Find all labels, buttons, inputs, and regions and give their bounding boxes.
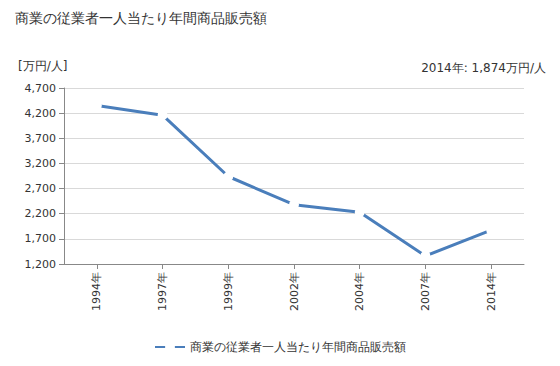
svg-text:3,700: 3,700 — [25, 132, 57, 145]
svg-text:商業の従業者一人当たり年間商品販売額: 商業の従業者一人当たり年間商品販売額 — [190, 340, 406, 354]
svg-text:2002年: 2002年 — [288, 272, 301, 311]
svg-text:3,200: 3,200 — [25, 157, 57, 170]
svg-text:[万円/人]: [万円/人] — [18, 59, 67, 73]
svg-text:1994年: 1994年 — [90, 272, 103, 311]
svg-text:2007年: 2007年 — [419, 272, 432, 311]
svg-text:4,200: 4,200 — [25, 107, 57, 120]
svg-text:2014年: 2014年 — [485, 272, 498, 311]
svg-text:1,200: 1,200 — [25, 258, 57, 271]
svg-text:2,700: 2,700 — [25, 182, 57, 195]
svg-text:1999年: 1999年 — [222, 272, 235, 311]
svg-text:1997年: 1997年 — [156, 272, 169, 311]
svg-text:4,700: 4,700 — [25, 82, 57, 95]
svg-text:1,700: 1,700 — [25, 232, 57, 245]
svg-text:2004年: 2004年 — [353, 272, 366, 311]
svg-text:2014年: 1,874万円/人: 2014年: 1,874万円/人 — [421, 61, 546, 75]
svg-text:2,200: 2,200 — [25, 207, 57, 220]
svg-text:商業の従業者一人当たり年間商品販売額: 商業の従業者一人当たり年間商品販売額 — [15, 10, 267, 26]
